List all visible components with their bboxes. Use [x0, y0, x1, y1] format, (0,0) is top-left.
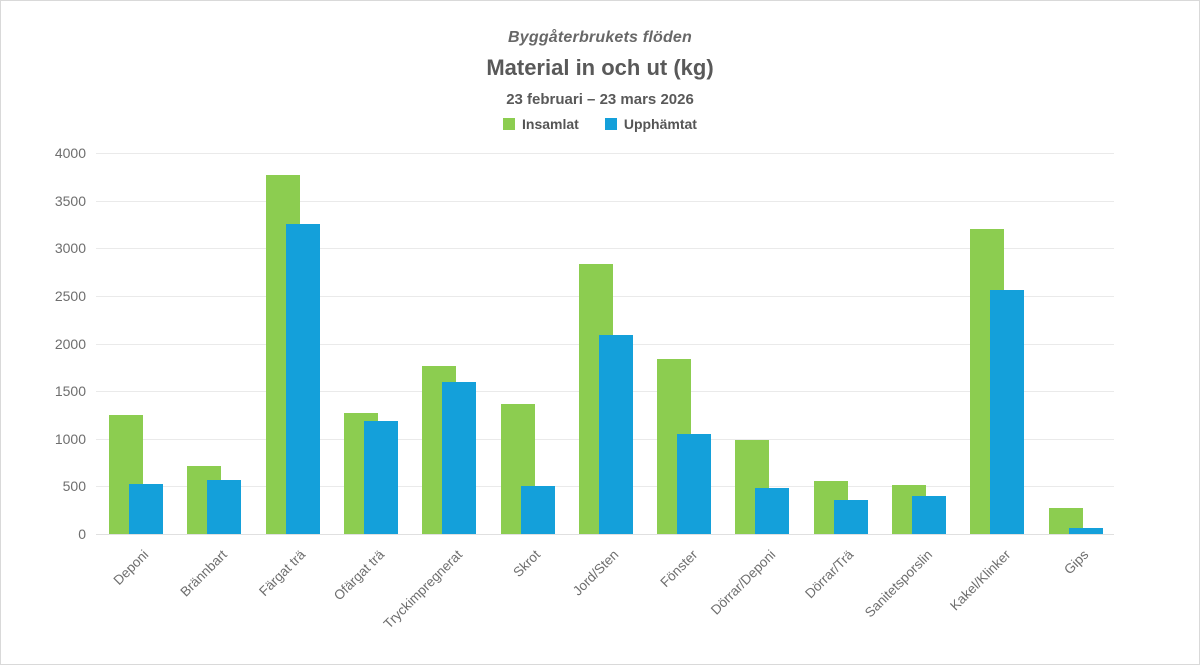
legend-label: Insamlat — [522, 116, 579, 132]
y-axis-tick-label: 1500 — [54, 383, 86, 400]
x-axis-category-label: Deponi — [110, 547, 152, 588]
bar-upphämtat — [207, 479, 242, 534]
bar-upphämtat — [520, 486, 555, 534]
bar-group — [644, 153, 722, 534]
bar-upphämtat — [363, 421, 398, 534]
gridline-3500 — [96, 200, 1114, 202]
bar-group — [566, 153, 644, 534]
bar-upphämtat — [755, 488, 790, 534]
x-axis-category-label: Kakel/Klinker — [946, 547, 1014, 614]
x-axis-category-label: Ofärgat trä — [330, 547, 387, 604]
bar-upphämtat — [1068, 527, 1103, 534]
plot-area: 0 500 1000 1500 2000 2500 3000 3500 4000 — [55, 145, 1114, 542]
gridline-4000 — [96, 153, 1114, 154]
bar-upphämtat — [833, 500, 868, 534]
chart-title: Material in och ut (kg) — [486, 55, 714, 80]
bar-group — [174, 153, 252, 534]
x-axis: Deponi Brännbart Färgat trä Ofärgat trä Tryc… — [1, 534, 1199, 654]
bar-upphämtat — [598, 334, 633, 534]
bar-group — [722, 153, 800, 534]
bar-upphämtat — [129, 484, 163, 534]
bar-group — [331, 153, 409, 534]
y-axis-tick-label: 3500 — [54, 192, 86, 209]
y-axis-tick-label: 0 — [78, 526, 86, 542]
x-axis-category-label: Jord/Sten — [570, 547, 622, 599]
x-axis-category-label: Tryckimpregnerat — [380, 547, 465, 632]
bar-group — [879, 153, 957, 534]
bar-group — [801, 153, 879, 534]
x-axis-category-label: Brännbart — [177, 547, 231, 600]
x-axis-category-label: Dörrar/Deponi — [707, 547, 779, 618]
bar-group — [488, 153, 566, 534]
chart-pretitle: Byggåterbrukets flöden — [508, 29, 692, 46]
bar-group — [957, 153, 1035, 534]
legend-item-upphamtat[interactable]: Upphämtat — [604, 116, 697, 132]
bar-upphämtat — [677, 433, 712, 534]
y-axis-tick-label: 2500 — [54, 287, 86, 304]
bar-upphämtat — [442, 381, 477, 534]
bar-group — [409, 153, 487, 534]
x-axis-category-label: Färgat trä — [256, 547, 309, 599]
y-axis-tick-label: 1000 — [54, 430, 86, 447]
bar-upphämtat — [285, 223, 320, 534]
legend-swatch-upphamtat — [604, 118, 617, 130]
legend: Insamlat Upphämtat — [1, 116, 1199, 132]
bar-upphämtat — [990, 290, 1025, 534]
bar-group — [1036, 153, 1114, 534]
bar-upphämtat — [912, 496, 947, 534]
x-axis-category-label: Gips — [1061, 547, 1092, 578]
legend-label: Upphämtat — [623, 116, 697, 132]
x-axis-category-label: Sanitetsporslin — [861, 547, 935, 621]
bar-group — [96, 153, 174, 534]
y-axis-tick-label: 3000 — [54, 240, 86, 257]
gridline-0 — [96, 534, 1114, 535]
y-axis-tick-label: 500 — [62, 478, 86, 495]
x-axis-category-label: Dörrar/Trä — [802, 547, 857, 602]
chart-subtitle: 23 februari – 23 mars 2026 — [506, 91, 694, 108]
legend-item-insamlat[interactable]: Insamlat — [503, 116, 579, 132]
bar-group — [253, 153, 331, 534]
gridline-3000 — [96, 248, 1114, 250]
y-axis-tick-label: 4000 — [54, 145, 86, 161]
y-axis-tick-label: 2000 — [54, 335, 86, 352]
legend-swatch-insamlat — [503, 118, 516, 130]
x-axis-category-label: Skrot — [510, 547, 544, 580]
x-axis-category-label: Fönster — [656, 547, 700, 590]
